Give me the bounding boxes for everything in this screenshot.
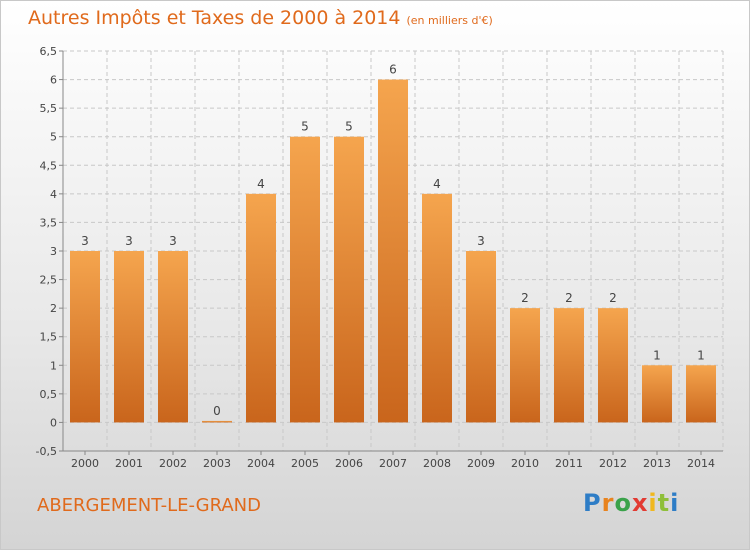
brand-letter: x (631, 489, 649, 517)
x-tick-label: 2010 (511, 457, 539, 470)
brand-letter: o (614, 489, 632, 517)
bar (378, 79, 408, 423)
y-tick-label: 6 (50, 74, 57, 87)
y-tick-label: 3 (50, 245, 57, 258)
x-tick-label: 2005 (291, 457, 319, 470)
x-tick-label: 2002 (159, 457, 187, 470)
data-label: 2 (565, 291, 573, 305)
data-label: 2 (609, 291, 617, 305)
x-tick-label: 2007 (379, 457, 407, 470)
bar (554, 308, 584, 423)
bar (334, 136, 364, 423)
data-label: 5 (345, 120, 353, 134)
x-tick-label: 2008 (423, 457, 451, 470)
data-label: 3 (169, 234, 177, 248)
y-tick-label: 5,5 (40, 102, 58, 115)
chart-title-text: Autres Impôts et Taxes de 2000 à 2014 (28, 7, 401, 29)
y-tick-label: 0 (50, 416, 57, 429)
proxiti-logo: Proxiti (583, 489, 679, 517)
data-label: 6 (389, 63, 397, 77)
brand-letter: i (648, 489, 658, 517)
bar (598, 308, 628, 423)
bar (158, 251, 188, 423)
y-tick-label: 0,5 (40, 388, 58, 401)
x-tick-label: 2001 (115, 457, 143, 470)
bar (290, 136, 320, 423)
bar (114, 251, 144, 423)
commune-name: ABERGEMENT-LE-GRAND (37, 495, 261, 516)
data-label: 4 (433, 177, 441, 191)
x-tick-label: 2006 (335, 457, 363, 470)
data-label: 3 (477, 234, 485, 248)
x-tick-label: 2004 (247, 457, 275, 470)
data-label: 5 (301, 120, 309, 134)
x-tick-label: 2011 (555, 457, 583, 470)
data-label: 2 (521, 291, 529, 305)
y-tick-label: -0,5 (36, 445, 57, 458)
y-tick-label: 1,5 (40, 331, 58, 344)
data-label: 4 (257, 177, 265, 191)
y-tick-label: 2 (50, 302, 57, 315)
data-label: 3 (81, 234, 89, 248)
x-tick-label: 2013 (643, 457, 671, 470)
bar (202, 420, 232, 423)
data-label: 3 (125, 234, 133, 248)
x-tick-label: 2009 (467, 457, 495, 470)
bar (642, 365, 672, 423)
y-tick-label: 4 (50, 188, 57, 201)
y-tick-label: 1 (50, 359, 57, 372)
x-tick-label: 2014 (687, 457, 715, 470)
y-tick-label: 2,5 (40, 274, 58, 287)
y-tick-label: 4,5 (40, 159, 58, 172)
chart-title: Autres Impôts et Taxes de 2000 à 2014 (en… (28, 7, 493, 29)
data-label: 1 (697, 348, 705, 362)
y-tick-label: 3,5 (40, 216, 58, 229)
bar (466, 251, 496, 423)
x-tick-label: 2003 (203, 457, 231, 470)
x-tick-label: 2000 (71, 457, 99, 470)
brand-letter: P (583, 489, 602, 517)
chart-unit: (en milliers d'€) (406, 14, 493, 27)
brand-letter: i (670, 489, 680, 517)
brand-letter: t (657, 489, 671, 517)
bar (686, 365, 716, 423)
x-tick-label: 2012 (599, 457, 627, 470)
brand-letter: r (601, 489, 615, 517)
bar (510, 308, 540, 423)
y-tick-label: 6,5 (40, 45, 58, 58)
data-label: 0 (213, 404, 221, 418)
bar (422, 193, 452, 423)
bar (70, 251, 100, 423)
data-label: 1 (653, 348, 661, 362)
y-tick-label: 5 (50, 131, 57, 144)
bar (246, 193, 276, 423)
